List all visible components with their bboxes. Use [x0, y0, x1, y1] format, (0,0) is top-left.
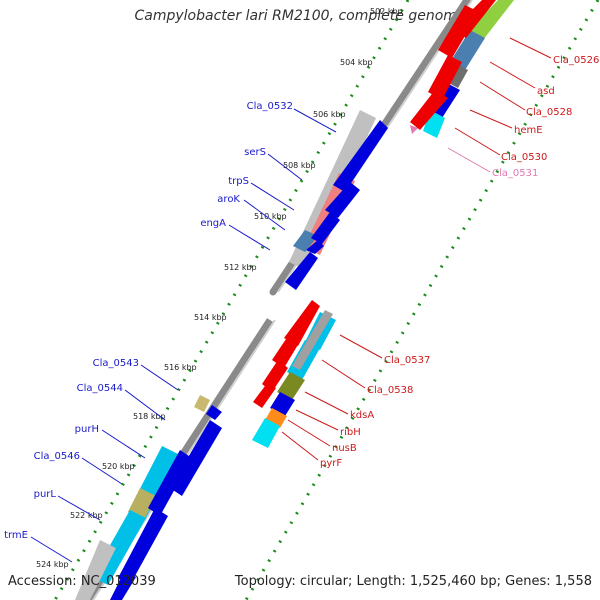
gene-label-sers: serS — [244, 147, 266, 158]
gene-label-trme: trmE — [4, 530, 28, 541]
feature-arrows-red-top — [410, 0, 496, 130]
feature-arrows-blue-lower — [110, 405, 222, 600]
gene-label-ribh: ribH — [340, 427, 361, 438]
scale-labels: 502 kbp 504 kbp 506 kbp 508 kbp 510 kbp … — [36, 7, 403, 569]
gene-label-cla-0538: Cla_0538 — [367, 385, 413, 396]
scale-track-inner — [53, 0, 410, 600]
gene-label-heme: hemE — [514, 125, 543, 136]
scale-label: 512 kbp — [224, 263, 257, 272]
right-gene-labels: Cla_0526 asd Cla_0528 hemE Cla_0530 Cla_… — [320, 55, 599, 469]
scale-label: 522 kbp — [70, 511, 103, 520]
gene-label-arok: aroK — [217, 194, 240, 205]
gene-label-pyrf: pyrF — [320, 458, 342, 469]
gene-label-cla-0531: Cla_0531 — [492, 168, 538, 179]
pseudo-gene-leader — [447, 147, 491, 173]
gene-label-cla-0544: Cla_0544 — [77, 383, 123, 394]
gene-label-purl: purL — [34, 489, 57, 500]
gene-label-cla-0532: Cla_0532 — [247, 101, 293, 112]
gene-label-trps: trpS — [228, 176, 249, 187]
feature-band-upper-left — [289, 110, 376, 270]
gene-label-purh: purH — [75, 424, 99, 435]
scale-label: 506 kbp — [313, 110, 346, 119]
gene-label-kdsa: kdsA — [350, 410, 374, 421]
left-gene-leaders — [30, 108, 337, 563]
scale-label: 524 kbp — [36, 560, 69, 569]
gene-label-cla-0526: Cla_0526 — [553, 55, 599, 66]
scale-label: 508 kbp — [283, 161, 316, 170]
left-gene-labels: Cla_0532 serS trpS aroK engA Cla_0543 Cl… — [4, 101, 293, 541]
right-gene-leaders — [281, 37, 552, 461]
scale-label: 518 kbp — [133, 412, 166, 421]
gene-label-enga: engA — [200, 218, 226, 229]
scale-label: 516 kbp — [164, 363, 197, 372]
feature-band-mid-right — [252, 310, 336, 448]
gene-label-asd: asd — [537, 86, 555, 97]
feature-band-lower-left — [75, 395, 210, 600]
scale-label: 520 kbp — [102, 462, 135, 471]
feature-arrows-blue-upper — [285, 120, 388, 290]
gene-label-cla-0543: Cla_0543 — [93, 358, 139, 369]
gene-label-cla-0530: Cla_0530 — [501, 152, 547, 163]
gene-label-nusb: nusB — [332, 443, 357, 454]
accession-text: Accession: NC_012039 — [8, 574, 156, 589]
scale-label: 504 kbp — [340, 58, 373, 67]
gene-label-cla-0546: Cla_0546 — [34, 451, 80, 462]
scale-label: 510 kbp — [254, 212, 287, 221]
gene-label-cla-0528: Cla_0528 — [526, 107, 572, 118]
scale-label: 514 kbp — [194, 313, 227, 322]
scale-label: 502 kbp — [370, 7, 403, 16]
gene-label-cla-0537: Cla_0537 — [384, 355, 430, 366]
map-title: Campylobacter lari RM2100, complete geno… — [134, 8, 466, 24]
feature-arrows-red-mid — [253, 300, 320, 408]
genome-summary-text: Topology: circular; Length: 1,525,460 bp… — [234, 574, 592, 589]
